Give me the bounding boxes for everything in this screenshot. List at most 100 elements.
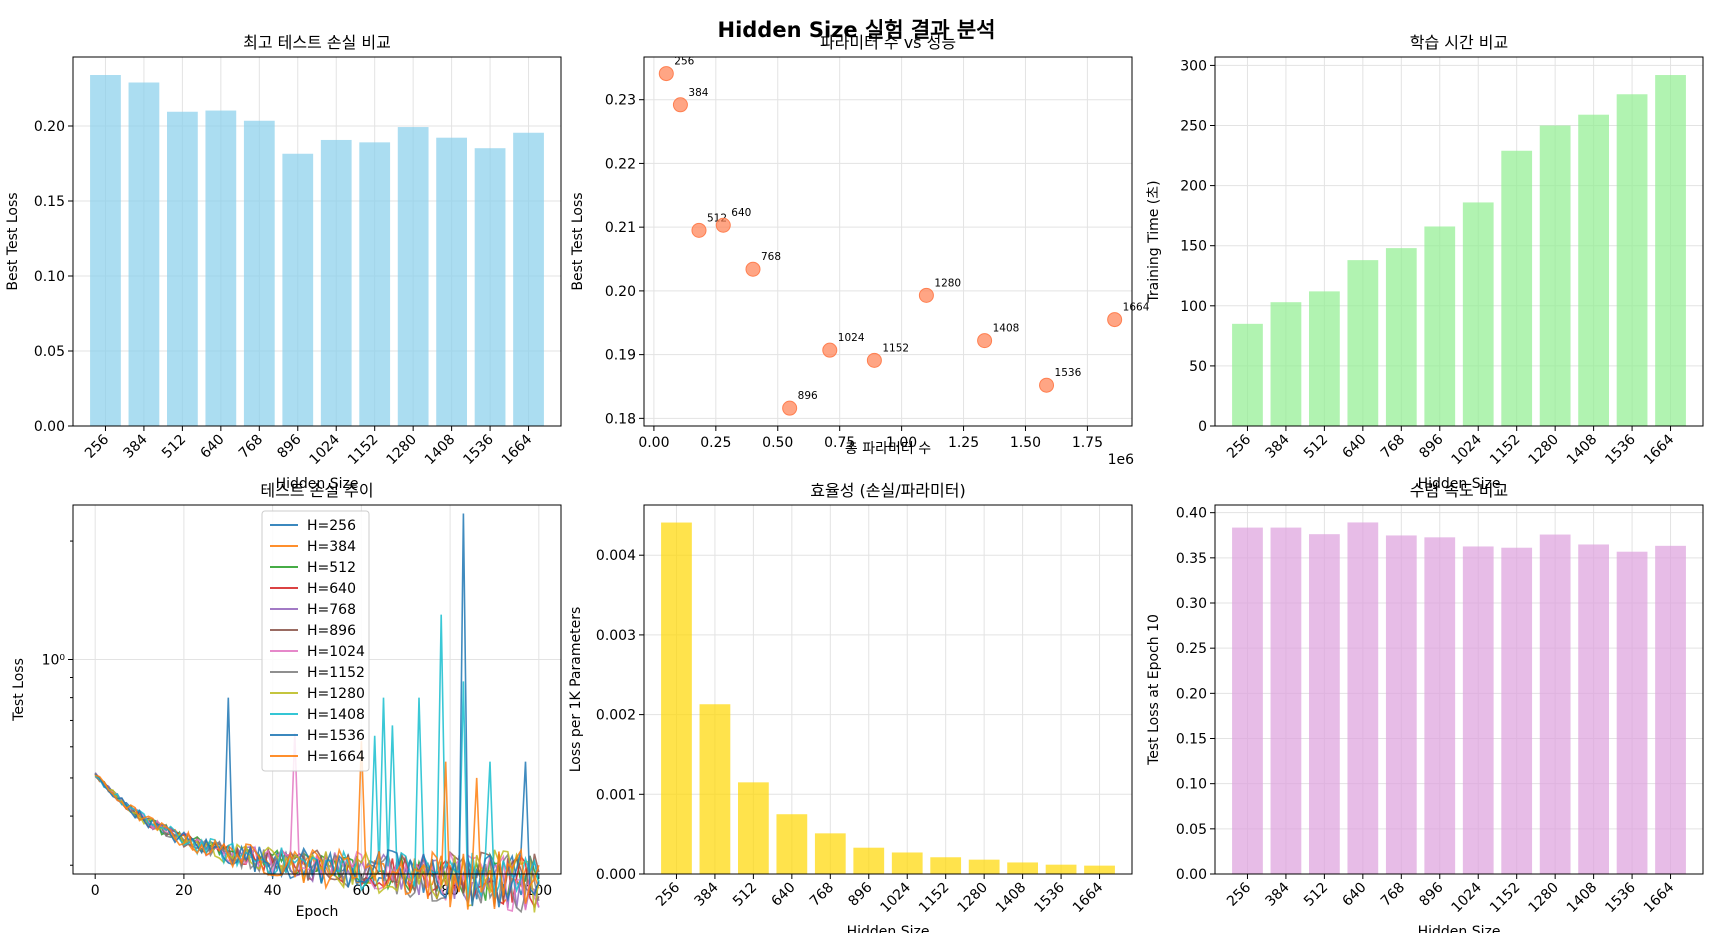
y-axis-label: Best Test Loss (5, 192, 21, 290)
chart-title: 수렴 속도 비교 (1410, 481, 1509, 500)
bar (243, 120, 275, 426)
legend-label: H=1024 (307, 644, 365, 660)
x-axis-label: Hidden Size (1418, 924, 1501, 933)
scatter-point (866, 352, 882, 368)
x-tick-label: 0.50 (762, 435, 793, 451)
figure-title: Hidden Size 실험 결과 분석 (717, 18, 996, 42)
y-tick-label: 0.20 (605, 284, 636, 300)
point-label: 1536 (1055, 367, 1082, 379)
y-tick-label: 0.05 (1176, 822, 1207, 838)
bar (1385, 248, 1417, 426)
bar (891, 852, 923, 874)
y-tick-label: 0.15 (1176, 732, 1207, 748)
bar (1539, 534, 1571, 874)
y-tick-label: 0.004 (596, 548, 636, 564)
chart-title: 효율성 (손실/파라미터) (810, 481, 965, 500)
x-tick-label: 512 (159, 432, 189, 462)
plot-frame (643, 504, 1133, 875)
y-tick-label: 200 (1180, 179, 1207, 195)
bar (1424, 226, 1456, 426)
x-tick-label: 768 (807, 880, 837, 910)
x-axis-label: Epoch (296, 904, 339, 920)
bar (513, 132, 544, 426)
scatter-point (1039, 377, 1055, 393)
x-tick-label: 768 (236, 432, 266, 462)
chart-panel-6: 수렴 속도 비교 0.00 0.05 0.10 0.15 0.20 0.25 0.30 0.35… (1146, 481, 1704, 933)
bar (814, 833, 846, 874)
x-tick-label: 896 (274, 431, 304, 461)
legend-label: H=1280 (307, 686, 365, 702)
point-label: 384 (688, 87, 708, 99)
bar (1462, 202, 1494, 426)
y-tick-label: 300 (1180, 58, 1207, 74)
series-line (94, 741, 540, 910)
scatter-point (918, 287, 934, 303)
y-tick-label: 50 (1189, 359, 1207, 375)
x-tick-label: 640 (768, 880, 798, 910)
x-tick-label: 1280 (954, 880, 991, 917)
x-tick-label: 640 (1339, 432, 1369, 462)
legend-label: H=768 (307, 602, 356, 618)
legend-label: H=1536 (307, 728, 365, 744)
bar (1270, 302, 1302, 426)
x-tick-label: 1024 (1449, 431, 1486, 468)
y-tick-label: 0.001 (596, 787, 636, 803)
bar (1655, 75, 1686, 427)
bar (776, 814, 808, 874)
point-label: 1024 (838, 332, 865, 344)
plot-frame (643, 56, 1133, 427)
legend-label: H=256 (307, 518, 356, 534)
x-tick-label: 512 (1301, 432, 1331, 462)
series-line (94, 513, 540, 908)
x-tick-label: 384 (1263, 431, 1293, 461)
x-tick-label: 1536 (1602, 431, 1639, 468)
x-tick-label: 1024 (307, 431, 344, 468)
x-tick-label: 0.00 (638, 435, 669, 451)
y-tick-label: 250 (1180, 119, 1207, 135)
bar (397, 127, 429, 427)
bar (661, 522, 692, 874)
x-tick-label: 256 (82, 431, 112, 461)
x-tick-label: 1024 (1449, 879, 1486, 916)
x-tick-label: 0 (91, 883, 100, 899)
y-tick-label: 0.000 (596, 867, 636, 883)
x-tick-label: 1.00 (886, 435, 917, 451)
x-tick-label: 1664 (499, 431, 536, 468)
bar (1501, 150, 1533, 426)
x-tick-label: 1152 (1487, 432, 1524, 469)
bar (1007, 862, 1038, 874)
bar (930, 857, 962, 874)
bar (1270, 527, 1302, 874)
y-axis-label: Test Loss at Epoch 10 (1146, 614, 1162, 766)
y-axis-label: Loss per 1K Parameters (568, 607, 584, 773)
x-tick-label: 768 (1378, 880, 1408, 910)
x-tick-label: 1408 (422, 432, 459, 469)
legend-label: H=384 (307, 539, 356, 555)
y-tick-label: 0.10 (1176, 777, 1207, 793)
y-tick-label: 10⁰ (42, 653, 66, 669)
scatter-point (658, 66, 674, 82)
x-tick-label: 1536 (460, 431, 497, 468)
point-label: 1664 (1123, 302, 1150, 314)
point-label: 256 (674, 56, 694, 68)
bar (1347, 260, 1379, 426)
scatter-point (977, 333, 993, 349)
plot-frame (1214, 504, 1704, 875)
x-tick-label: 896 (1416, 431, 1446, 461)
legend-label: H=640 (307, 581, 356, 597)
bar (738, 782, 769, 874)
x-offset-label: 1e6 (1108, 452, 1135, 468)
y-tick-label: 0 (1198, 419, 1207, 435)
x-tick-label: 1664 (1070, 879, 1107, 916)
x-axis-label: Hidden Size (276, 476, 359, 492)
x-tick-label: 768 (1378, 432, 1408, 462)
bar (1616, 94, 1648, 426)
bar (1539, 125, 1571, 426)
y-tick-label: 0.00 (1176, 867, 1207, 883)
series-line (94, 772, 540, 914)
point-label: 1408 (993, 323, 1020, 335)
point-label: 640 (731, 207, 751, 219)
legend-label: H=1152 (307, 665, 365, 681)
series-line (94, 773, 540, 909)
